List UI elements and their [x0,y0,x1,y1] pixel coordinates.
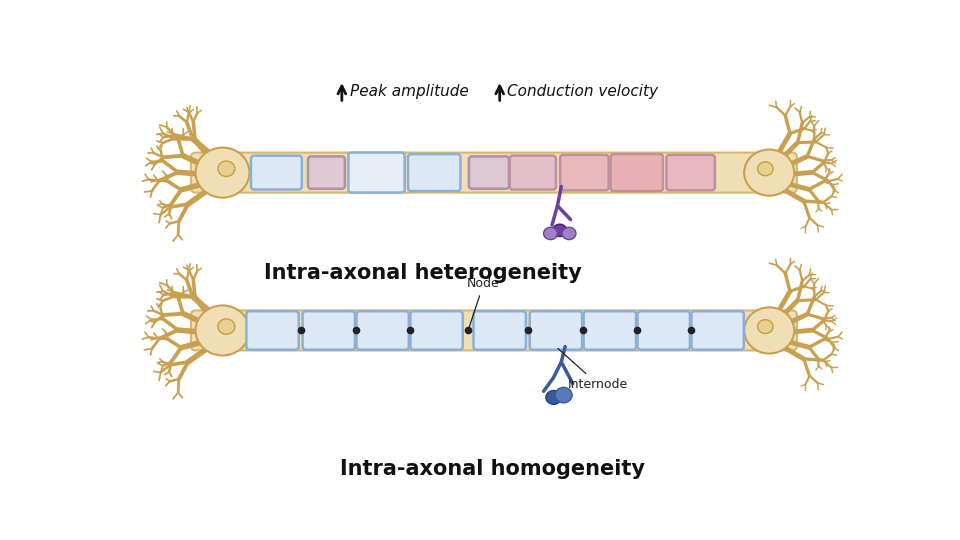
FancyBboxPatch shape [308,157,345,189]
Text: Conduction velocity: Conduction velocity [508,84,659,99]
Text: Peak amplitude: Peak amplitude [349,84,468,99]
FancyBboxPatch shape [611,154,663,191]
FancyBboxPatch shape [637,311,690,350]
FancyBboxPatch shape [191,310,797,350]
FancyBboxPatch shape [560,155,609,190]
FancyBboxPatch shape [356,311,409,350]
FancyBboxPatch shape [530,311,582,350]
Text: Internode: Internode [558,348,629,391]
FancyBboxPatch shape [468,157,509,189]
FancyBboxPatch shape [408,154,461,191]
FancyBboxPatch shape [473,311,526,350]
FancyBboxPatch shape [691,311,744,350]
Ellipse shape [757,320,773,334]
FancyBboxPatch shape [510,156,556,190]
Ellipse shape [744,307,794,354]
FancyBboxPatch shape [302,311,355,350]
FancyBboxPatch shape [584,311,636,350]
Ellipse shape [757,162,773,176]
FancyBboxPatch shape [251,156,301,190]
FancyBboxPatch shape [410,311,463,350]
FancyBboxPatch shape [666,155,715,190]
FancyBboxPatch shape [348,153,404,193]
Text: Intra-axonal homogeneity: Intra-axonal homogeneity [340,459,644,479]
Text: Node: Node [468,278,500,328]
Ellipse shape [218,161,235,177]
Ellipse shape [196,147,250,198]
Ellipse shape [562,227,576,240]
FancyBboxPatch shape [247,311,299,350]
Ellipse shape [553,224,566,237]
Ellipse shape [555,387,572,403]
Ellipse shape [546,390,562,404]
Ellipse shape [218,319,235,334]
Ellipse shape [543,227,558,240]
Text: Intra-axonal heterogeneity: Intra-axonal heterogeneity [264,262,582,283]
FancyBboxPatch shape [191,153,797,193]
Ellipse shape [744,150,794,195]
Ellipse shape [196,306,250,355]
